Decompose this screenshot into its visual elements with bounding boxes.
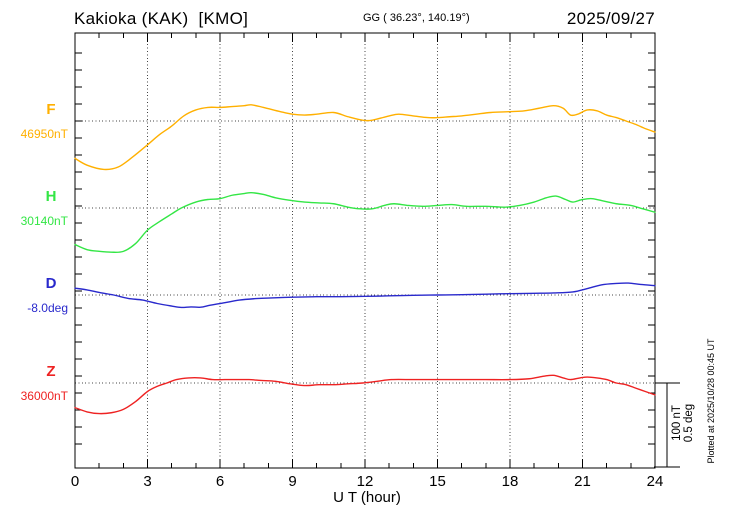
- x-tick-label: 21: [574, 473, 591, 490]
- channel-baseline-F: 46950nT: [20, 127, 68, 141]
- x-tick-label: 3: [143, 473, 152, 490]
- x-tick-label: 15: [429, 473, 446, 490]
- channel-label-Z: Z: [46, 363, 56, 380]
- channel-label-D: D: [45, 275, 57, 292]
- x-tick-label: 9: [288, 473, 297, 490]
- geographic-coordinates: GG ( 36.23°, 140.19°): [363, 12, 470, 24]
- channel-baseline-Z: 36000nT: [20, 389, 68, 403]
- scale-bar-nT-label: 100 nT: [671, 405, 683, 441]
- channel-baseline-H: 30140nT: [20, 214, 68, 228]
- trace-Z: [74, 374, 656, 415]
- x-tick-label: 24: [646, 473, 664, 490]
- trace-H: [74, 191, 656, 254]
- trace-D: [74, 282, 656, 309]
- channel-baseline-D: -8.0deg: [27, 301, 68, 315]
- plotted-at-note: Plotted at 2025/10/28 00:45 UT: [706, 338, 716, 464]
- channel-label-H: H: [45, 188, 57, 205]
- x-tick-label: 18: [501, 473, 519, 490]
- scale-bar-deg-label: 0.5 deg: [683, 403, 695, 443]
- channel-label-F: F: [46, 101, 56, 118]
- x-tick-label: 0: [70, 473, 80, 490]
- x-axis-title: U T (hour): [333, 489, 401, 506]
- observation-date: 2025/09/27: [566, 9, 655, 28]
- trace-F: [74, 104, 656, 171]
- plot-frame: [74, 32, 656, 469]
- station-title: Kakioka (KAK) [KMO]: [74, 9, 249, 28]
- x-tick-label: 12: [356, 473, 374, 490]
- x-tick-label: 6: [215, 473, 225, 490]
